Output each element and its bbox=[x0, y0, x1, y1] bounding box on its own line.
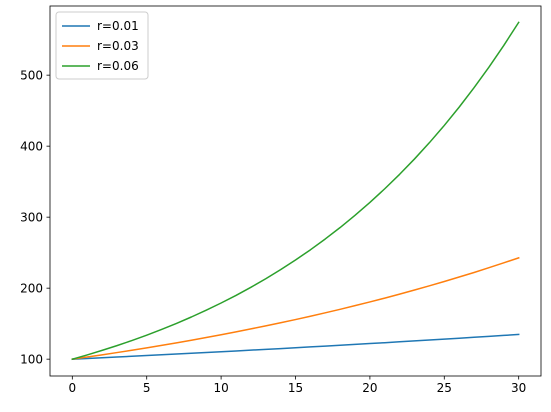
legend-label-2: r=0.06 bbox=[97, 59, 139, 73]
x-axis: 0 5 10 15 20 25 30 bbox=[68, 376, 526, 395]
y-axis: 100 200 300 400 500 bbox=[20, 68, 50, 366]
x-tick-label: 15 bbox=[288, 381, 303, 395]
y-tick-label: 300 bbox=[20, 210, 43, 224]
series-layer bbox=[71, 21, 520, 361]
legend-label-0: r=0.01 bbox=[97, 19, 139, 33]
legend-frame bbox=[55, 11, 149, 80]
x-tick-label: 20 bbox=[362, 381, 377, 395]
x-tick-label: 0 bbox=[68, 381, 76, 395]
x-tick-label: 5 bbox=[143, 381, 151, 395]
y-tick-label: 100 bbox=[20, 352, 43, 366]
series-line-0 bbox=[71, 333, 520, 360]
x-tick-label: 10 bbox=[213, 381, 228, 395]
series-line-1 bbox=[71, 256, 520, 361]
y-tick-label: 400 bbox=[20, 139, 43, 153]
y-tick-label: 200 bbox=[20, 281, 43, 295]
x-tick-label: 30 bbox=[511, 381, 526, 395]
x-tick-label: 25 bbox=[437, 381, 452, 395]
legend-label-1: r=0.03 bbox=[97, 39, 139, 53]
legend: r=0.01 r=0.03 r=0.06 bbox=[55, 11, 149, 80]
series-line-2 bbox=[71, 21, 520, 361]
y-tick-label: 500 bbox=[20, 68, 43, 82]
